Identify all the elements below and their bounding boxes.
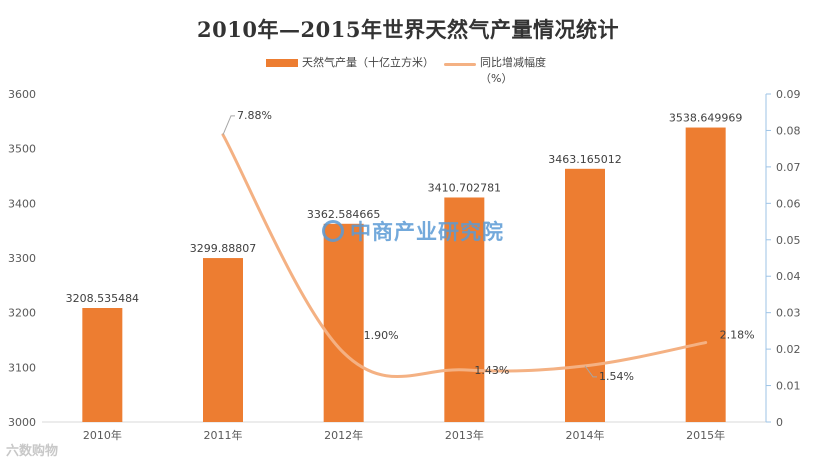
bar-2010年 [82, 308, 123, 422]
bar-2015年 [685, 127, 726, 422]
x-tick-label: 2011年 [204, 428, 243, 442]
y-right-tick-label: 0.05 [776, 234, 801, 247]
x-tick-label: 2010年 [83, 428, 122, 442]
y-left-tick-label: 3500 [8, 143, 36, 156]
y-right-tick-label: 0.04 [776, 270, 801, 283]
y-right-tick-label: 0.08 [776, 124, 801, 137]
x-tick-label: 2012年 [324, 428, 363, 442]
legend-label-production: 天然气产量（十亿立方米） [302, 56, 434, 69]
y-right-tick-label: 0.01 [776, 380, 801, 393]
growth-data-label: 2.18% [720, 329, 755, 342]
x-tick-label: 2013年 [445, 428, 484, 442]
x-tick-label: 2015年 [686, 428, 725, 442]
y-left-tick-label: 3000 [8, 416, 36, 429]
bar-data-label: 3299.88807 [190, 242, 256, 255]
x-tick-label: 2014年 [566, 428, 605, 442]
watermark-logo-icon [322, 220, 344, 242]
y-left-tick-label: 3600 [8, 88, 36, 101]
bar-2013年 [444, 197, 485, 422]
watermark: 中商产业研究院 [322, 216, 504, 246]
legend-swatch-line [444, 63, 476, 66]
growth-label-leader [584, 365, 597, 378]
y-right-tick-label: 0 [776, 416, 783, 429]
chart-title: 2010年—2015年世界天然气产量情况统计 [197, 17, 619, 42]
growth-line [221, 133, 708, 379]
growth-data-label: 1.90% [364, 329, 399, 342]
y-right-tick-label: 0.07 [776, 161, 801, 174]
growth-data-label: 1.54% [599, 370, 634, 383]
y-right-tick-label: 0.02 [776, 343, 801, 356]
bar-2012年 [323, 223, 364, 422]
y-right-tick-label: 0.03 [776, 307, 801, 320]
legend-label-growth: 同比增减幅度 [480, 56, 546, 69]
y-left-tick-label: 3100 [8, 361, 36, 374]
bar-data-label: 3410.702781 [428, 181, 501, 194]
y-right-tick-label: 0.09 [776, 88, 801, 101]
growth-label-leader [222, 115, 235, 136]
y-left-tick-label: 3400 [8, 197, 36, 210]
bar-2014年 [565, 168, 605, 422]
growth-data-label: 1.43% [474, 364, 509, 377]
y-right-tick-label: 0.06 [776, 197, 801, 210]
bar-2011年 [203, 258, 243, 422]
growth-data-label: 7.88% [237, 109, 272, 122]
bar-data-label: 3538.649969 [669, 112, 742, 125]
bar-data-label: 3463.165012 [548, 153, 621, 166]
legend-label-growth-unit: （%） [480, 72, 513, 85]
y-left-tick-label: 3200 [8, 307, 36, 320]
y-left-tick-label: 3300 [8, 252, 36, 265]
corner-badge: 六数购物 [6, 444, 59, 459]
legend-swatch-bar [266, 59, 298, 67]
bar-data-label: 3362.584665 [307, 208, 380, 221]
bar-data-label: 3208.535484 [66, 292, 139, 305]
watermark-text: 中商产业研究院 [350, 220, 504, 244]
